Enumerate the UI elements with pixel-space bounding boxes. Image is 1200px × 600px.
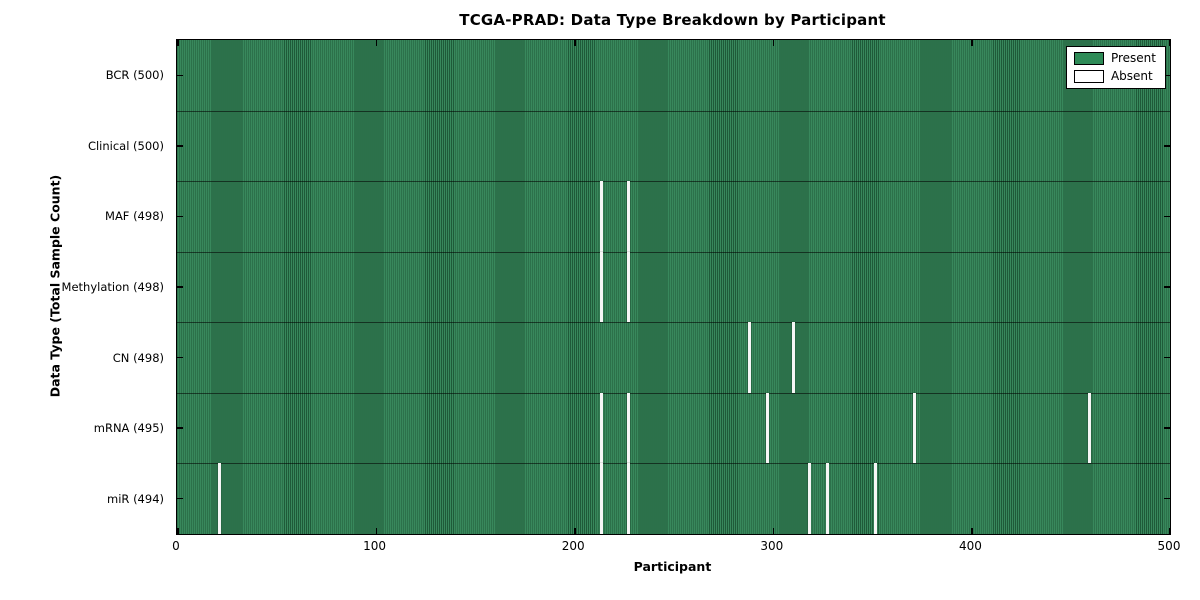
y-tick-label: mRNA (495) [93,421,164,436]
x-tick-mark [177,528,179,534]
y-tick-mark [177,356,183,359]
absent-marker [873,463,877,534]
y-axis-label: Data Type (Total Sample Count) [47,174,63,398]
y-tick-label: Clinical (500) [87,138,164,153]
heatmap-row [177,40,1170,111]
y-tick-mark [1164,215,1170,218]
absent-marker [792,322,796,393]
row-separator [177,251,1170,253]
row-separator [177,110,1170,112]
x-tick-label: 200 [561,539,585,553]
plot-area: Present Absent [176,39,1171,535]
absent-marker [599,251,603,323]
absent-marker [218,463,222,534]
x-tick-label: 300 [760,539,784,553]
legend-entry-absent: Absent [1073,69,1156,83]
absent-swatch-icon [1073,70,1104,83]
y-tick-mark [1164,427,1170,429]
legend-entry-present: Present [1073,51,1156,65]
y-tick-mark [1164,497,1170,500]
y-tick-mark [177,215,183,218]
x-tick-mark [375,40,378,46]
absent-marker [825,463,829,534]
x-tick-label: 0 [172,539,180,553]
absent-marker [627,181,631,252]
y-tick-mark [177,427,183,429]
x-tick-mark [971,40,973,46]
y-tick-label: CN (498) [112,350,164,365]
heatmap-row [177,181,1170,252]
absent-marker [599,463,603,534]
x-tick-label: 100 [363,539,387,553]
absent-marker [599,181,603,252]
absent-marker [748,322,752,393]
y-tick-mark [177,74,183,77]
heatmap-row [177,463,1170,534]
absent-marker [599,392,603,464]
x-tick-mark [574,528,576,534]
absent-marker [627,251,631,323]
y-tick-label: MAF (498) [105,209,164,224]
heatmap-row [177,111,1170,182]
y-tick-mark [1164,145,1170,147]
x-axis-label: Participant [633,559,712,574]
row-separator [177,322,1170,324]
y-tick-label: miR (494) [107,491,164,506]
absent-marker [627,392,631,464]
legend: Present Absent [1065,46,1166,89]
y-tick-mark [1164,356,1170,359]
chart-title: TCGA-PRAD: Data Type Breakdown by Partic… [459,11,886,29]
row-separator [177,463,1170,465]
row-separator [177,392,1170,394]
absent-marker [766,392,770,464]
x-tick-mark [574,40,576,46]
y-tick-mark [177,145,183,147]
heatmap-row [177,322,1170,393]
heatmap-row [177,392,1170,464]
y-tick-mark [1164,286,1170,288]
x-tick-mark [375,528,378,534]
x-tick-mark [177,40,179,46]
x-tick-mark [1168,528,1170,534]
y-tick-mark [1164,74,1170,77]
absent-marker [808,463,812,534]
present-swatch-icon [1073,52,1104,65]
y-tick-label: BCR (500) [105,68,164,83]
absent-marker [627,463,631,534]
x-tick-mark [772,528,775,534]
x-tick-label: 500 [1157,539,1181,553]
heatmap-row [177,251,1170,323]
x-tick-label: 400 [958,539,982,553]
legend-label-absent: Absent [1110,69,1153,83]
y-tick-mark [177,286,183,288]
legend-label-present: Present [1110,51,1156,65]
x-tick-mark [971,528,973,534]
y-tick-mark [177,497,183,500]
absent-marker [1088,392,1092,464]
x-tick-mark [1168,40,1170,46]
absent-marker [913,392,917,464]
row-separator [177,181,1170,183]
y-tick-label: Methylation (498) [61,280,164,294]
x-tick-mark [772,40,775,46]
